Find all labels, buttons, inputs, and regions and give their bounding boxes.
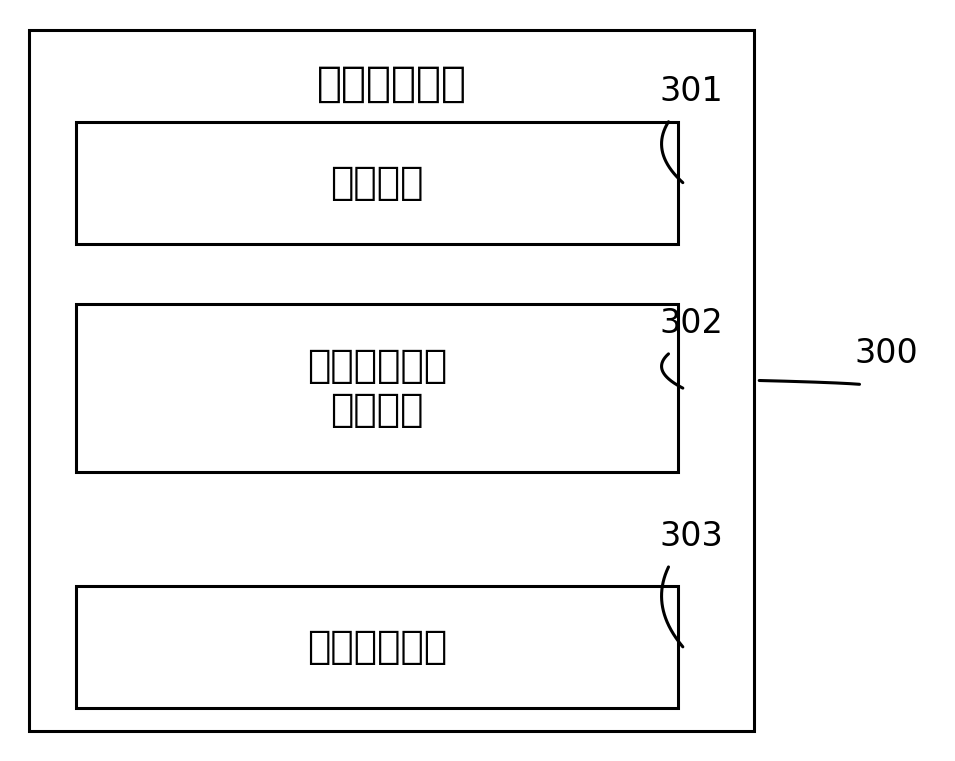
Text: 最小碰撞距离
确定单元: 最小碰撞距离 确定单元 (308, 347, 447, 429)
Text: 303: 303 (659, 520, 723, 553)
Text: 感知单元: 感知单元 (330, 164, 424, 202)
Bar (76, 304, 678, 472)
Bar (76, 122, 678, 244)
Text: 300: 300 (855, 337, 919, 371)
Text: 制动决策单元: 制动决策单元 (308, 628, 447, 666)
Text: 制动决策模块: 制动决策模块 (316, 62, 467, 105)
Text: 302: 302 (659, 307, 723, 340)
Bar (76, 586, 678, 708)
Text: 301: 301 (659, 75, 723, 108)
Bar (29, 30, 754, 731)
